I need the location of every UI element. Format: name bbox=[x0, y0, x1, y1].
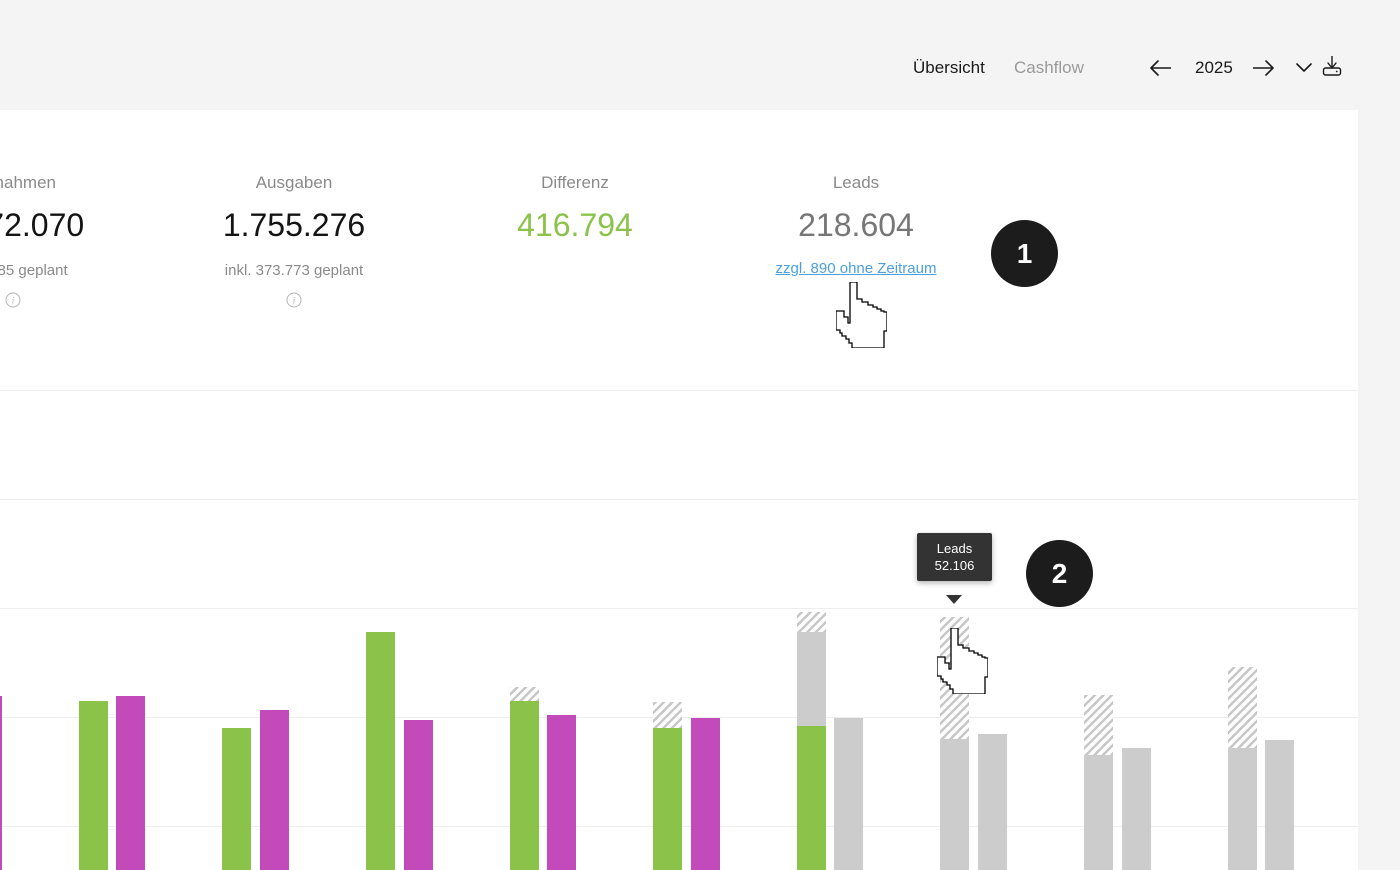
svg-text:i: i bbox=[12, 296, 15, 306]
svg-text:i: i bbox=[293, 296, 296, 306]
